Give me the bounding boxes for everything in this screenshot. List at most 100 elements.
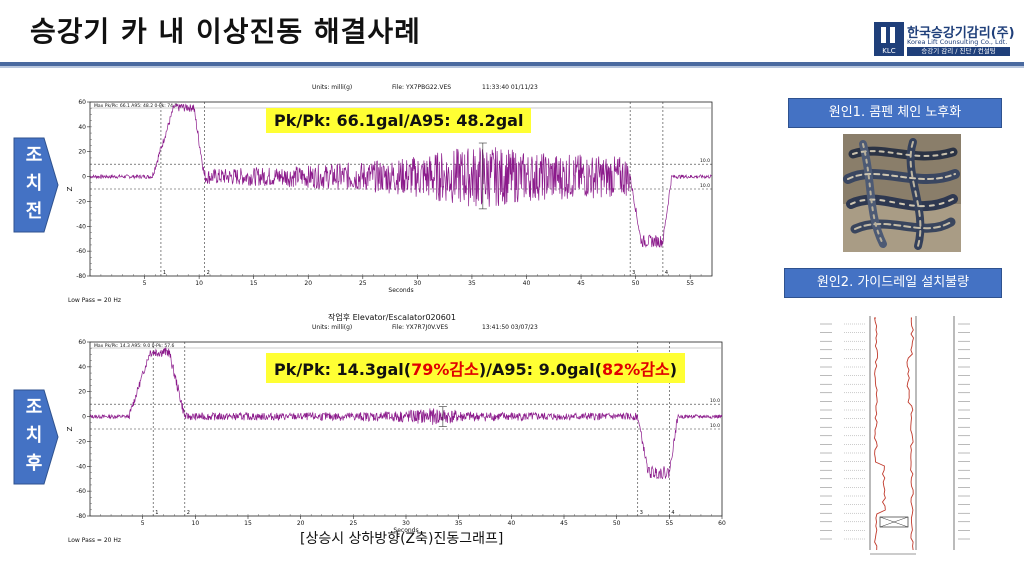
y-tick-label: -40 bbox=[76, 223, 86, 230]
chart-lowpass: Low Pass = 20 Hz bbox=[68, 297, 121, 304]
chart-time: 11:33:40 01/11/23 bbox=[482, 84, 538, 91]
summary-after-end: ) bbox=[669, 360, 678, 379]
reference-label: 10.0 bbox=[700, 183, 710, 189]
region-marker-label: 1 bbox=[163, 270, 166, 276]
vibration-signal-line bbox=[89, 103, 712, 248]
x-tick-label: 50 bbox=[632, 280, 640, 287]
x-tick-label: 15 bbox=[250, 280, 258, 287]
reference-label: 10.0 bbox=[710, 423, 720, 429]
chart-caption: [상승시 상하방향(Z축)진동그래프] bbox=[300, 531, 504, 547]
x-tick-label: 45 bbox=[560, 520, 568, 527]
chart-units: Units: milli(g) bbox=[312, 324, 352, 331]
vibration-signal-line bbox=[89, 347, 723, 480]
guide-rail-trace bbox=[874, 317, 886, 551]
region-marker-label: 4 bbox=[665, 270, 668, 276]
x-tick-label: 45 bbox=[577, 280, 585, 287]
x-tick-label: 35 bbox=[468, 280, 476, 287]
compensation-chain-photo bbox=[843, 134, 961, 252]
chart-stats: Max Pk/Pk: 14.3 A95: 9.0 0-Pk: 57.6 bbox=[94, 343, 175, 349]
after-label: 조 치 후 bbox=[12, 388, 62, 486]
x-tick-label: 20 bbox=[304, 280, 312, 287]
chart-before: Units: milli(g) File: YX7PBG22.VES 11:33:4… bbox=[62, 72, 722, 304]
logo-name-ko: 한국승강기감리(주) bbox=[907, 26, 1015, 41]
chart-units: Units: milli(g) bbox=[312, 84, 352, 91]
y-tick-label: -60 bbox=[76, 488, 86, 495]
y-tick-label: 60 bbox=[78, 339, 86, 346]
x-tick-label: 40 bbox=[523, 280, 531, 287]
chart-after-svg: 작업후 Elevator/Escalator020601 Units: milli… bbox=[66, 312, 726, 544]
region-marker-label: 3 bbox=[632, 270, 635, 276]
y-tick-label: 0 bbox=[82, 414, 86, 421]
logo-name-en: Korea Lift Counsulting Co., Ldt. bbox=[907, 38, 1008, 46]
x-tick-label: 5 bbox=[141, 520, 145, 527]
region-marker-label: 1 bbox=[155, 510, 158, 516]
x-tick-label: 30 bbox=[402, 520, 410, 527]
y-tick-label: -80 bbox=[76, 273, 86, 280]
chart-after: 작업후 Elevator/Escalator020601 Units: milli… bbox=[62, 312, 732, 544]
before-label: 조 치 전 bbox=[12, 136, 62, 234]
x-tick-label: 30 bbox=[414, 280, 422, 287]
x-axis-label: Seconds bbox=[393, 527, 418, 534]
y-tick-label: -60 bbox=[76, 248, 86, 255]
summary-after-pk: Pk/Pk: 14.3gal( bbox=[274, 360, 412, 379]
y-tick-label: 60 bbox=[78, 99, 86, 106]
y-tick-label: 40 bbox=[78, 124, 86, 131]
title-rule-light bbox=[0, 66, 1024, 68]
region-marker-label: 3 bbox=[640, 510, 643, 516]
x-tick-label: 50 bbox=[613, 520, 621, 527]
chart-file: File: YX7R7J0V.VES bbox=[392, 324, 448, 331]
y-axis-label: Z bbox=[66, 426, 74, 431]
chart-lowpass: Low Pass = 20 Hz bbox=[68, 537, 121, 544]
logo-mark: KLC bbox=[874, 22, 904, 56]
reference-label: 10.0 bbox=[700, 158, 710, 164]
x-tick-label: 10 bbox=[195, 280, 203, 287]
guide-rail-trace bbox=[906, 317, 914, 551]
guide-rail-measurement-graphic bbox=[814, 314, 980, 560]
title-rule bbox=[0, 62, 1024, 66]
x-tick-label: 60 bbox=[718, 520, 726, 527]
region-marker-label: 2 bbox=[187, 510, 190, 516]
x-axis-label: Seconds bbox=[388, 287, 413, 294]
y-tick-label: 40 bbox=[78, 364, 86, 371]
x-tick-label: 20 bbox=[297, 520, 305, 527]
x-tick-label: 15 bbox=[244, 520, 252, 527]
after-label-char: 치 bbox=[25, 425, 43, 446]
x-tick-label: 40 bbox=[508, 520, 516, 527]
logo-tagline: 승강기 감리 / 진단 / 컨설팅 bbox=[907, 47, 1010, 56]
summary-before-pk: Pk/Pk: 66.1gal bbox=[274, 111, 404, 130]
y-tick-label: -40 bbox=[76, 463, 86, 470]
chart-file: File: YX7PBG22.VES bbox=[392, 84, 451, 91]
summary-after-a95: )/A95: 9.0gal( bbox=[478, 360, 602, 379]
y-tick-label: -80 bbox=[76, 513, 86, 520]
reference-label: 10.0 bbox=[710, 398, 720, 404]
summary-after-reduction-pk: 79%감소 bbox=[411, 360, 479, 379]
chart-time: 13:41:50 03/07/23 bbox=[482, 324, 538, 331]
region-marker-label: 2 bbox=[207, 270, 210, 276]
after-label-char: 조 bbox=[25, 397, 43, 418]
after-label-char: 후 bbox=[25, 453, 43, 474]
region-marker-label: 4 bbox=[671, 510, 674, 516]
x-tick-label: 25 bbox=[359, 280, 367, 287]
cause1-label: 원인1. 콤펜 체인 노후화 bbox=[788, 98, 1002, 128]
y-tick-label: 20 bbox=[78, 389, 86, 396]
before-label-char: 조 bbox=[25, 145, 43, 166]
before-label-char: 치 bbox=[25, 173, 43, 194]
x-tick-label: 10 bbox=[192, 520, 200, 527]
x-tick-label: 55 bbox=[686, 280, 694, 287]
summary-before: Pk/Pk: 66.1gal/A95: 48.2gal bbox=[266, 108, 532, 133]
before-label-char: 전 bbox=[25, 201, 43, 222]
x-tick-label: 5 bbox=[143, 280, 147, 287]
chart-stats: Max Pk/Pk: 66.1 A95: 48.2 0-Pk: 74.7 bbox=[94, 103, 177, 109]
x-tick-label: 25 bbox=[350, 520, 358, 527]
summary-before-a95: A95: 48.2gal bbox=[409, 111, 524, 130]
y-tick-label: -20 bbox=[76, 198, 86, 205]
chart-header-title: 작업후 Elevator/Escalator020601 bbox=[328, 312, 456, 322]
chart-before-svg: Units: milli(g) File: YX7PBG22.VES 11:33:4… bbox=[66, 84, 713, 304]
y-axis-label: Z bbox=[66, 186, 74, 191]
y-tick-label: 20 bbox=[78, 149, 86, 156]
y-tick-label: 0 bbox=[82, 174, 86, 181]
logo-mark-text: KLC bbox=[882, 47, 896, 55]
summary-before-sep: / bbox=[403, 111, 410, 130]
summary-after: Pk/Pk: 14.3gal(79%감소)/A95: 9.0gal(82%감소) bbox=[266, 353, 686, 383]
x-tick-label: 35 bbox=[455, 520, 463, 527]
